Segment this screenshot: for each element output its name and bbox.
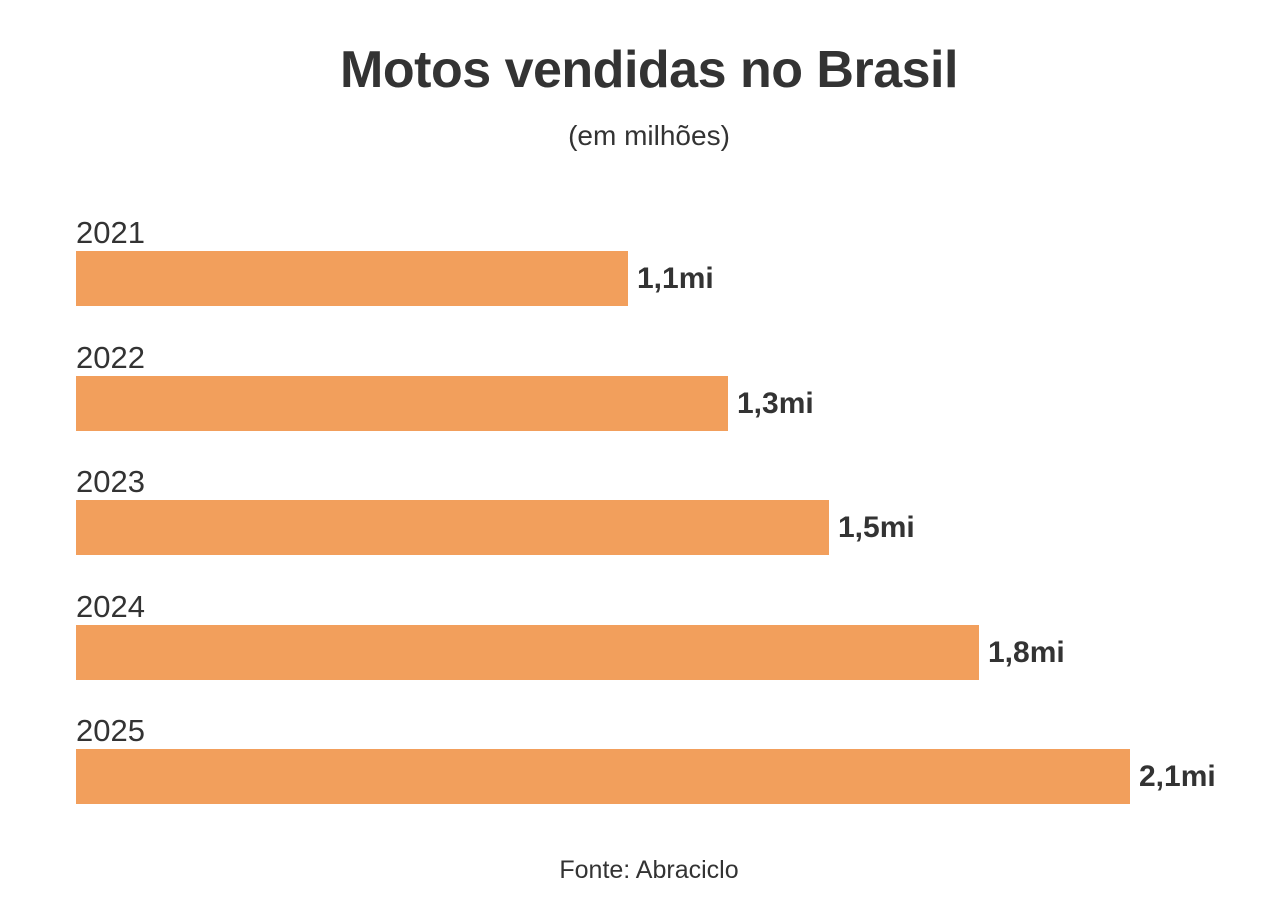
bar (76, 625, 979, 680)
category-label: 2025 (76, 713, 145, 748)
value-label: 1,1mi (637, 262, 714, 295)
category-label: 2024 (76, 589, 145, 624)
bar-row: 2023 1,5mi (76, 464, 1276, 564)
bar (76, 500, 829, 555)
category-label: 2023 (76, 464, 145, 499)
bar (76, 749, 1130, 804)
chart-source: Fonte: Abraciclo (559, 856, 739, 884)
bar (76, 376, 728, 431)
chart-title: Motos vendidas no Brasil (340, 41, 958, 99)
bar-row: 2025 2,1mi (76, 713, 1276, 813)
value-label: 1,5mi (838, 511, 915, 544)
chart-subtitle: (em milhões) (568, 120, 730, 151)
bar (76, 251, 628, 306)
value-label: 1,8mi (988, 636, 1065, 669)
value-label: 1,3mi (737, 387, 814, 420)
value-label: 2,1mi (1139, 760, 1216, 793)
category-label: 2021 (76, 215, 145, 250)
bar-row: 2024 1,8mi (76, 589, 1276, 689)
bar-row: 2022 1,3mi (76, 340, 1276, 440)
category-label: 2022 (76, 340, 145, 375)
bar-row: 2021 1,1mi (76, 215, 1276, 315)
